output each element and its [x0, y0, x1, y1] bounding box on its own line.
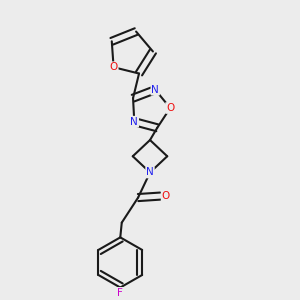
Text: N: N [146, 167, 154, 178]
Text: O: O [162, 191, 170, 201]
Text: F: F [117, 288, 123, 298]
Text: N: N [130, 117, 138, 127]
Text: N: N [152, 85, 159, 95]
Text: O: O [110, 62, 118, 72]
Text: O: O [166, 103, 174, 113]
